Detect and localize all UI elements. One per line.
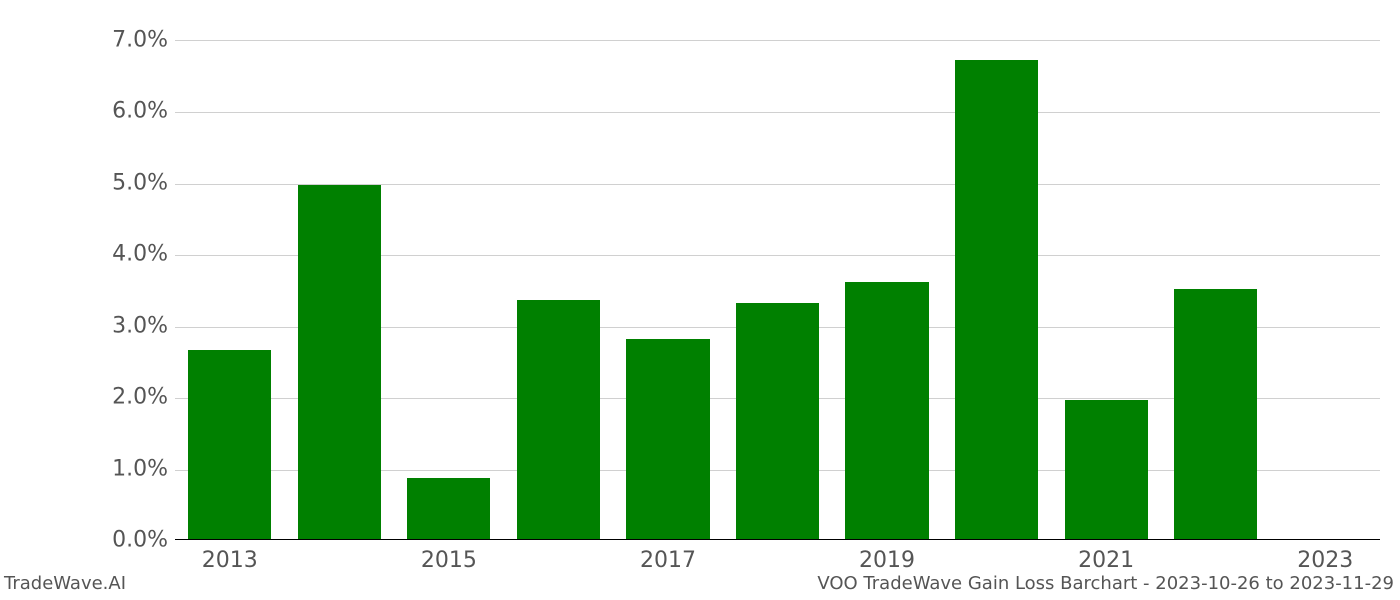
x-tick-label: 2019 [859, 548, 915, 573]
y-tick-label: 0.0% [98, 528, 168, 553]
bar [626, 339, 709, 539]
x-tick-label: 2021 [1078, 548, 1134, 573]
bar [407, 478, 490, 539]
x-tick-label: 2017 [640, 548, 696, 573]
gridline [175, 112, 1380, 113]
bar [1065, 400, 1148, 539]
footer-left-branding: TradeWave.AI [4, 573, 126, 594]
x-tick-label: 2013 [202, 548, 258, 573]
plot-area [175, 40, 1380, 540]
bar [298, 185, 381, 539]
y-tick-label: 1.0% [98, 456, 168, 481]
bar [188, 350, 271, 539]
chart-container: 0.0% 1.0% 2.0% 3.0% 4.0% 5.0% 6.0% 7.0% 2013 201… [0, 0, 1400, 600]
y-tick-label: 4.0% [98, 242, 168, 267]
bar [1174, 289, 1257, 539]
bar [845, 282, 928, 539]
bar [736, 303, 819, 539]
y-tick-label: 6.0% [98, 99, 168, 124]
footer-right-caption: VOO TradeWave Gain Loss Barchart - 2023-… [817, 573, 1394, 594]
x-tick-label: 2023 [1297, 548, 1353, 573]
bar [955, 60, 1038, 539]
y-tick-label: 5.0% [98, 170, 168, 195]
y-tick-label: 2.0% [98, 385, 168, 410]
bar [517, 300, 600, 539]
y-tick-label: 3.0% [98, 313, 168, 338]
x-tick-label: 2015 [421, 548, 477, 573]
y-tick-label: 7.0% [98, 28, 168, 53]
